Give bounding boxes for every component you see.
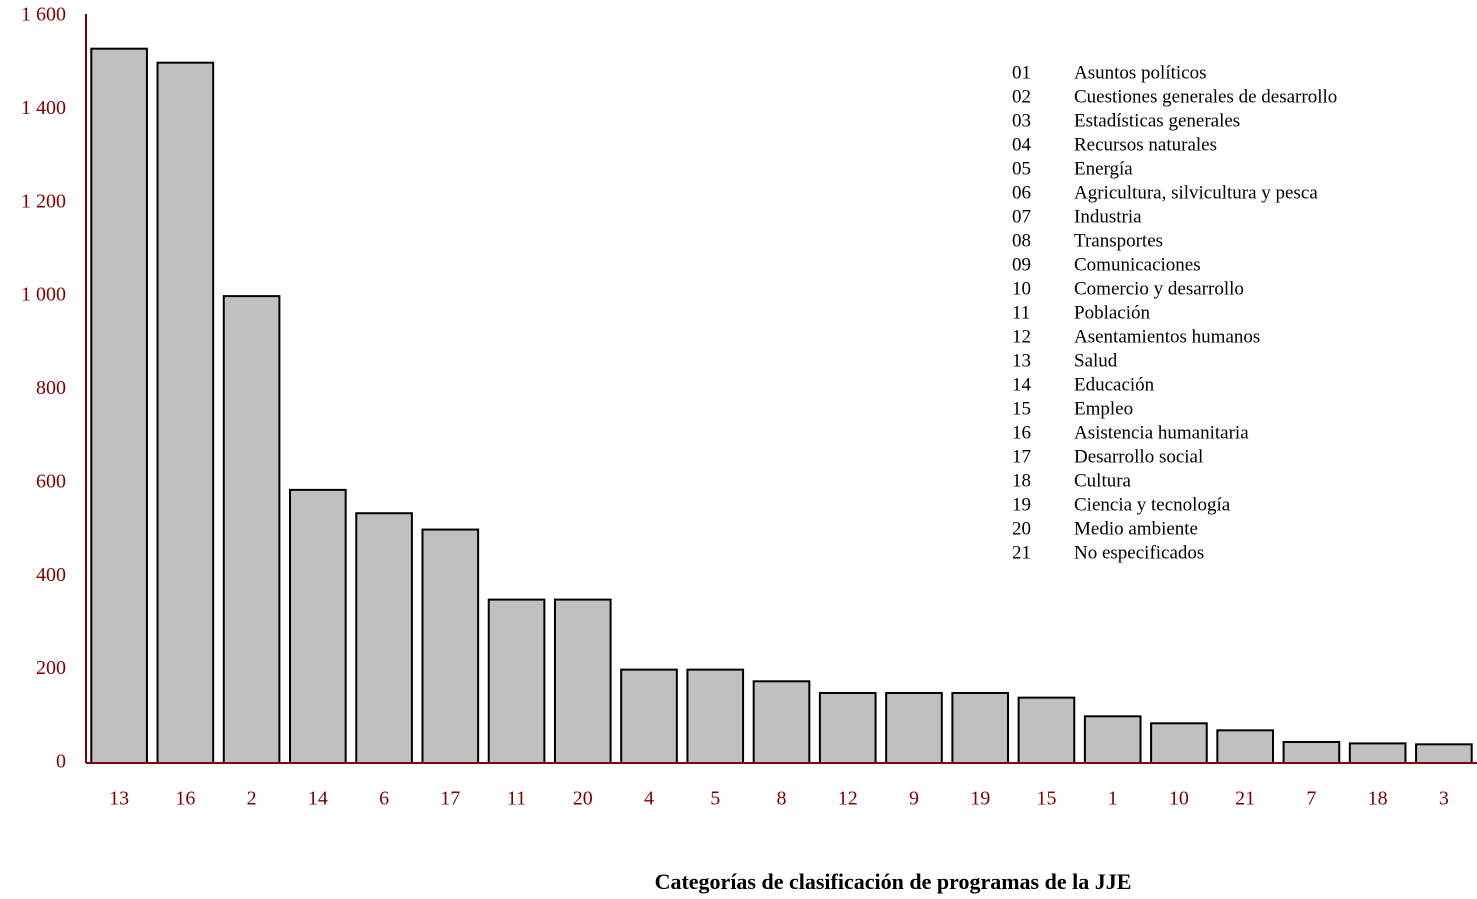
key-label: Empleo: [1074, 398, 1133, 419]
key-label: Industria: [1074, 206, 1142, 227]
key-code: 03: [1012, 110, 1031, 131]
x-tick-label: 13: [109, 788, 129, 810]
y-tick-label: 0: [56, 751, 66, 773]
y-tick-label: 600: [36, 470, 66, 492]
bar: [686, 668, 745, 764]
bar: [222, 295, 281, 764]
x-tick-label: 6: [379, 788, 389, 810]
bar: [620, 668, 678, 764]
bar: [885, 691, 943, 764]
key-code: 06: [1012, 182, 1031, 203]
bar: [752, 680, 811, 764]
bar: [1216, 729, 1274, 764]
x-tick-label: 18: [1368, 788, 1388, 810]
bar: [553, 598, 612, 764]
key-code: 07: [1012, 206, 1031, 227]
key-code: 14: [1012, 374, 1032, 395]
key-code: 01: [1012, 62, 1031, 83]
y-tick-label: 1 200: [21, 190, 66, 212]
bar: [1017, 696, 1076, 765]
x-tick-label: 11: [507, 788, 526, 810]
key-label: Asistencia humanitaria: [1074, 422, 1249, 443]
key-label: Cultura: [1074, 470, 1132, 491]
y-tick-label: 1 400: [21, 97, 66, 119]
key-label: No especificados: [1074, 542, 1204, 563]
bar: [90, 47, 148, 764]
x-tick-label: 5: [710, 788, 720, 810]
key-code: 10: [1012, 278, 1031, 299]
bar: [1150, 722, 1208, 764]
key-label: Comercio y desarrollo: [1074, 278, 1244, 299]
key-label: Energía: [1074, 158, 1133, 179]
x-tick-label: 4: [644, 788, 654, 810]
x-tick-label: 7: [1306, 788, 1316, 810]
x-tick-label: 3: [1439, 788, 1449, 810]
key-code: 12: [1012, 326, 1031, 347]
x-tick-label: 2: [247, 788, 257, 810]
key-label: Salud: [1074, 350, 1118, 371]
key-code: 08: [1012, 230, 1031, 251]
bar: [289, 488, 347, 764]
key-code: 02: [1012, 86, 1031, 107]
x-tick-label: 17: [440, 788, 460, 810]
y-tick-label: 200: [36, 657, 66, 679]
key-code: 11: [1012, 302, 1030, 323]
key-label: Comunicaciones: [1074, 254, 1201, 275]
y-tick-label: 1 000: [21, 284, 66, 306]
key-code: 16: [1012, 422, 1031, 443]
bar: [421, 528, 480, 764]
bar: [355, 512, 413, 764]
key-code: 21: [1012, 542, 1031, 563]
bar: [818, 691, 877, 764]
key-label: Recursos naturales: [1074, 134, 1217, 155]
x-axis-title: Categorías de clasificación de programas…: [655, 869, 1132, 894]
key-label: Cuestiones generales de desarrollo: [1074, 86, 1337, 107]
key-code: 15: [1012, 398, 1031, 419]
key-code: 17: [1012, 446, 1031, 467]
x-tick-label: 14: [308, 788, 328, 810]
key-label: Transportes: [1074, 230, 1163, 251]
x-tick-label: 8: [777, 788, 787, 810]
x-tick-label: 15: [1036, 788, 1056, 810]
key-label: Agricultura, silvicultura y pesca: [1074, 182, 1318, 203]
x-tick-label: 9: [909, 788, 919, 810]
key-label: Desarrollo social: [1074, 446, 1203, 467]
key-label: Medio ambiente: [1074, 518, 1198, 539]
y-tick-label: 800: [36, 377, 66, 399]
key-code: 19: [1012, 494, 1031, 515]
key-code: 18: [1012, 470, 1031, 491]
x-tick-label: 21: [1235, 788, 1255, 810]
x-tick-label: 10: [1169, 788, 1189, 810]
y-tick-label: 1 600: [21, 4, 66, 26]
bar: [1348, 742, 1407, 764]
bar: [156, 61, 215, 764]
key-label: Ciencia y tecnología: [1074, 494, 1231, 515]
x-tick-label: 12: [838, 788, 858, 810]
bar: [951, 691, 1010, 764]
key-label: Asuntos políticos: [1074, 62, 1206, 83]
key-code: 04: [1012, 134, 1032, 155]
key-label: Estadísticas generales: [1074, 110, 1240, 131]
bar: [1083, 715, 1142, 764]
key-label: Educación: [1074, 374, 1155, 395]
key-label: Población: [1074, 302, 1150, 323]
x-tick-label: 19: [970, 788, 990, 810]
x-tick-label: 16: [175, 788, 195, 810]
x-tick-label: 1: [1108, 788, 1118, 810]
key-label: Asentamientos humanos: [1074, 326, 1260, 347]
bar: [487, 598, 546, 764]
key-code: 09: [1012, 254, 1031, 275]
y-tick-label: 400: [36, 564, 66, 586]
bar: [1415, 743, 1473, 765]
key-code: 13: [1012, 350, 1031, 371]
bar: [1282, 740, 1341, 764]
key-code: 05: [1012, 158, 1031, 179]
x-tick-label: 20: [573, 788, 593, 810]
key-code: 20: [1012, 518, 1031, 539]
